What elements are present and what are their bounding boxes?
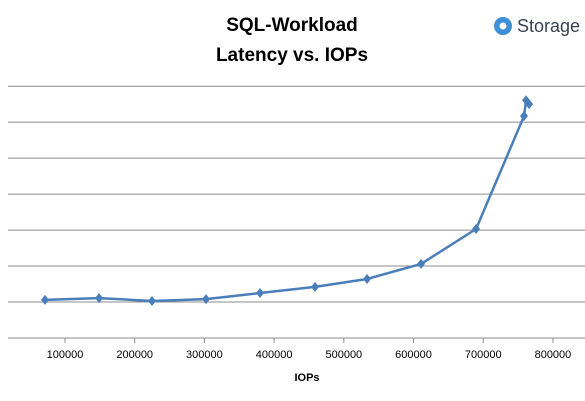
x-tick-label: 500000 (325, 349, 362, 361)
point-marker (95, 293, 104, 304)
x-tick-label: 700000 (465, 349, 502, 361)
x-tick-label: 200000 (116, 349, 153, 361)
series-line (44, 98, 531, 303)
logo-text: Storage (517, 16, 580, 36)
point-marker (147, 295, 156, 306)
logo-icon-hole (499, 22, 507, 30)
x-tick-label: 600000 (395, 349, 432, 361)
x-tick-label: 100000 (47, 349, 84, 361)
x-tick-label: 400000 (256, 349, 293, 361)
point-marker (311, 281, 320, 292)
point-marker (256, 288, 265, 299)
point-marker (417, 258, 426, 269)
x-tick-label: 300000 (186, 349, 223, 361)
logo: Storage (494, 16, 580, 36)
point-marker (363, 274, 372, 285)
point-marker (41, 294, 50, 305)
chart-subtitle: Latency vs. IOPs (216, 45, 368, 66)
point-marker (472, 224, 481, 235)
x-tick-label: 800000 (535, 349, 572, 361)
x-axis-label: IOPs (294, 372, 319, 384)
point-marker (202, 294, 211, 305)
point-marker (525, 99, 534, 110)
point-marker (520, 111, 529, 122)
chart-title: SQL-Workload (226, 15, 358, 36)
